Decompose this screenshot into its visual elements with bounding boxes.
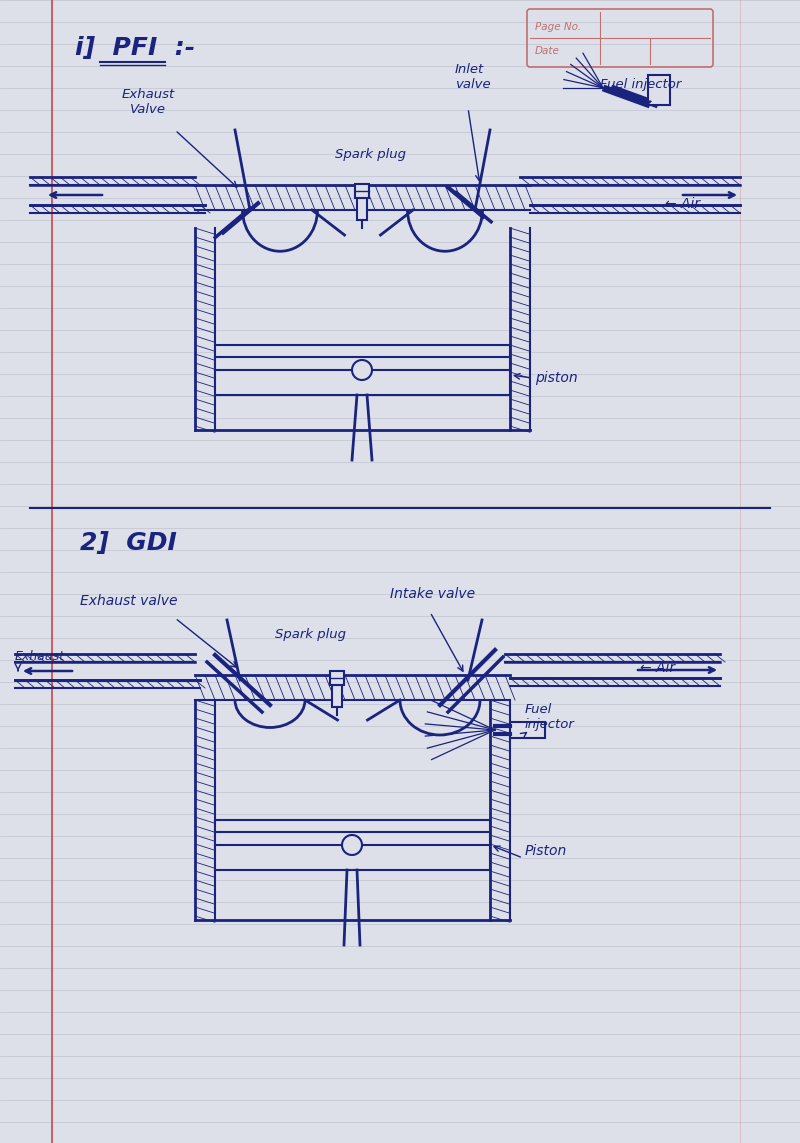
Bar: [357, 198, 367, 219]
Text: Exhaust: Exhaust: [15, 650, 65, 663]
Text: Spark plug: Spark plug: [335, 147, 406, 161]
Text: Date: Date: [535, 46, 560, 56]
Text: Inlet
valve: Inlet valve: [455, 63, 490, 91]
Text: 2]  GDI: 2] GDI: [80, 531, 177, 555]
Text: ← Air: ← Air: [640, 661, 675, 676]
Text: ← Air: ← Air: [665, 197, 700, 211]
Text: Page No.: Page No.: [535, 22, 582, 32]
Circle shape: [342, 836, 362, 855]
Bar: [648, 75, 670, 105]
Bar: [510, 722, 545, 738]
Text: Piston: Piston: [525, 844, 567, 858]
Text: Fuel
injector: Fuel injector: [525, 703, 575, 732]
Text: Spark plug: Spark plug: [275, 628, 346, 641]
Bar: [355, 184, 369, 198]
Text: i]  PFI  :-: i] PFI :-: [75, 35, 195, 59]
Bar: [215, 820, 490, 870]
Bar: [215, 345, 510, 395]
Text: piston: piston: [535, 371, 578, 385]
Bar: [332, 685, 342, 708]
Text: Exhaust
Valve: Exhaust Valve: [122, 88, 174, 115]
Text: Exhaust valve: Exhaust valve: [80, 594, 178, 608]
Text: Fuel injector: Fuel injector: [600, 78, 682, 91]
Bar: [330, 671, 344, 685]
Text: Intake valve: Intake valve: [390, 588, 475, 601]
Circle shape: [352, 360, 372, 379]
